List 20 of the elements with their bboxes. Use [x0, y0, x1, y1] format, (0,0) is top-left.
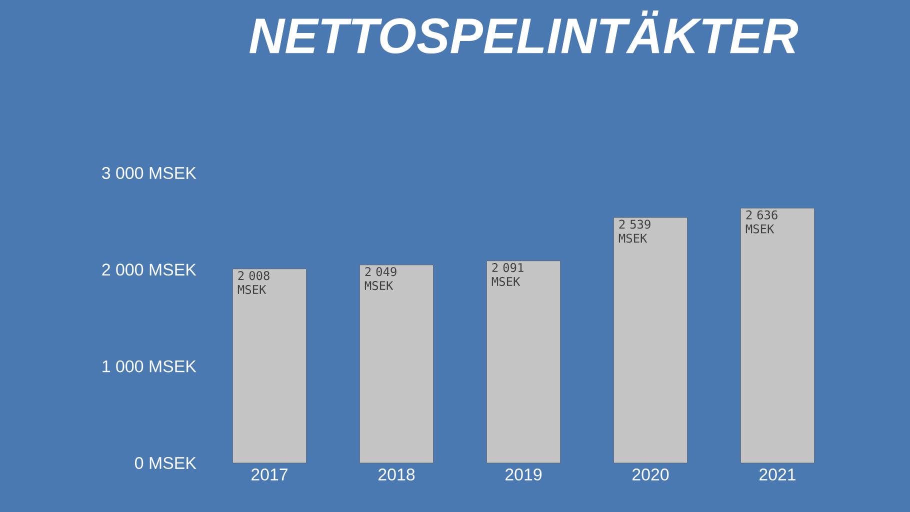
- data-label: 2 008 MSEK: [238, 271, 270, 294]
- bar: [613, 217, 688, 464]
- data-label: 2 091 MSEK: [492, 263, 524, 286]
- x-tick-label: 2019: [506, 468, 542, 481]
- y-tick-label: 0 MSEK: [135, 456, 196, 469]
- x-tick-label: 2020: [632, 468, 669, 481]
- chart-title: NETTOSPELINTÄKTER: [249, 10, 798, 54]
- data-label: 2 049 MSEK: [364, 267, 396, 290]
- y-tick-label: 2 000 MSEK: [102, 264, 196, 276]
- data-label: 2 539 MSEK: [618, 220, 650, 243]
- y-tick-label: 1 000 MSEK: [102, 360, 196, 372]
- bar: [232, 268, 307, 464]
- data-label: 2 636 MSEK: [746, 210, 778, 234]
- x-tick-label: 2018: [378, 468, 415, 481]
- bar: [359, 264, 434, 464]
- bar: [740, 208, 815, 464]
- bar: [486, 260, 561, 464]
- x-tick-label: 2021: [760, 468, 796, 481]
- y-tick-label: 3 000 MSEK: [102, 166, 196, 179]
- x-tick-label: 2017: [252, 468, 288, 481]
